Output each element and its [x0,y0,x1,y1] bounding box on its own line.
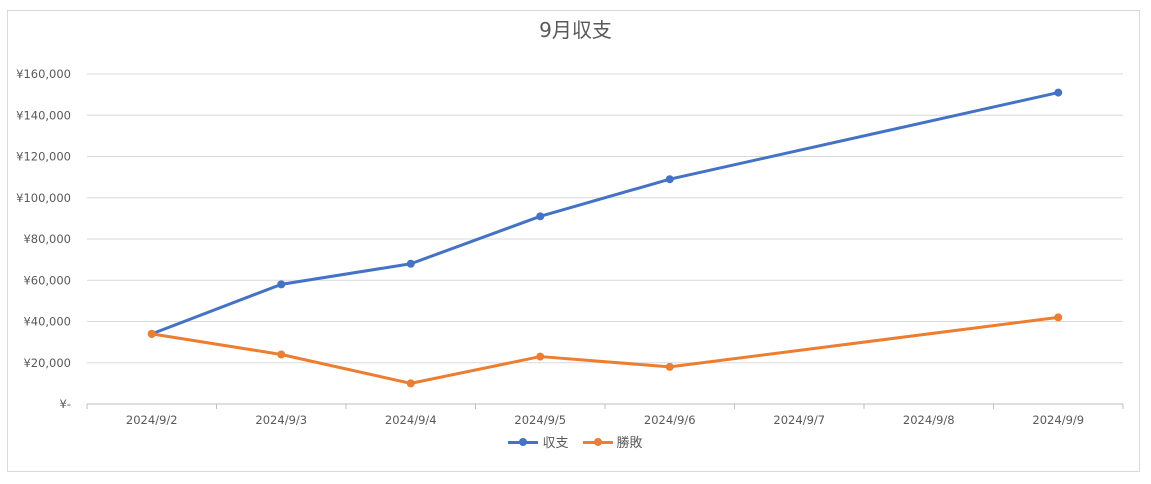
legend-swatch-series-1 [582,437,613,447]
x-tick-label: 2024/9/4 [385,413,437,427]
x-tick-label: 2024/9/7 [773,413,825,427]
data-point-series-1 [536,352,545,361]
chart-frame [7,10,1140,472]
y-tick-label: ¥140,000 [16,108,71,122]
y-tick-label: ¥20,000 [23,356,71,370]
series-lines [147,88,1063,388]
x-tick-label: 2024/9/6 [644,413,696,427]
grid-lines [87,73,1123,364]
axes [86,403,1124,409]
series-line-0 [150,91,1060,336]
x-tick-labels: 2024/9/2 2024/9/3 2024/9/4 2024/9/5 2024/9/6… [126,413,1084,427]
x-tick-label: 2024/9/8 [903,413,955,427]
y-tick-label: ¥40,000 [23,315,71,329]
legend-item-series-1: 勝敗 [582,432,643,451]
data-point-series-1 [406,379,415,388]
y-tick-label: ¥120,000 [16,150,71,164]
data-point-series-0 [1054,88,1063,97]
y-tick-labels: ¥- ¥20,000 ¥40,000 ¥60,000 ¥80,000 ¥100,000 ¥1… [16,67,71,411]
x-tick-label: 2024/9/9 [1032,413,1084,427]
data-point-series-1 [665,362,674,371]
y-tick-label: ¥60,000 [23,273,71,287]
data-point-series-0 [277,280,286,289]
data-point-series-1 [147,329,156,338]
data-point-series-0 [665,175,674,184]
x-tick-label: 2024/9/3 [255,413,307,427]
data-point-series-1 [1054,313,1063,322]
legend-swatch-series-0 [508,437,539,447]
x-tick-label: 2024/9/5 [514,413,566,427]
x-tick-label: 2024/9/2 [126,413,178,427]
legend: 収支 勝敗 [0,432,1151,451]
legend-label-series-1: 勝敗 [616,436,643,451]
legend-label-series-0: 収支 [542,436,569,451]
data-point-series-0 [536,212,545,221]
y-tick-label: ¥100,000 [16,191,71,205]
data-point-series-0 [406,259,415,268]
y-tick-label: ¥- [60,397,71,411]
series-line-1 [150,315,1060,385]
chart-title: 9月収支 [539,18,612,42]
y-tick-label: ¥80,000 [23,232,71,246]
data-point-series-1 [277,350,286,359]
y-tick-label: ¥160,000 [16,67,71,81]
legend-item-series-0: 収支 [508,432,569,451]
